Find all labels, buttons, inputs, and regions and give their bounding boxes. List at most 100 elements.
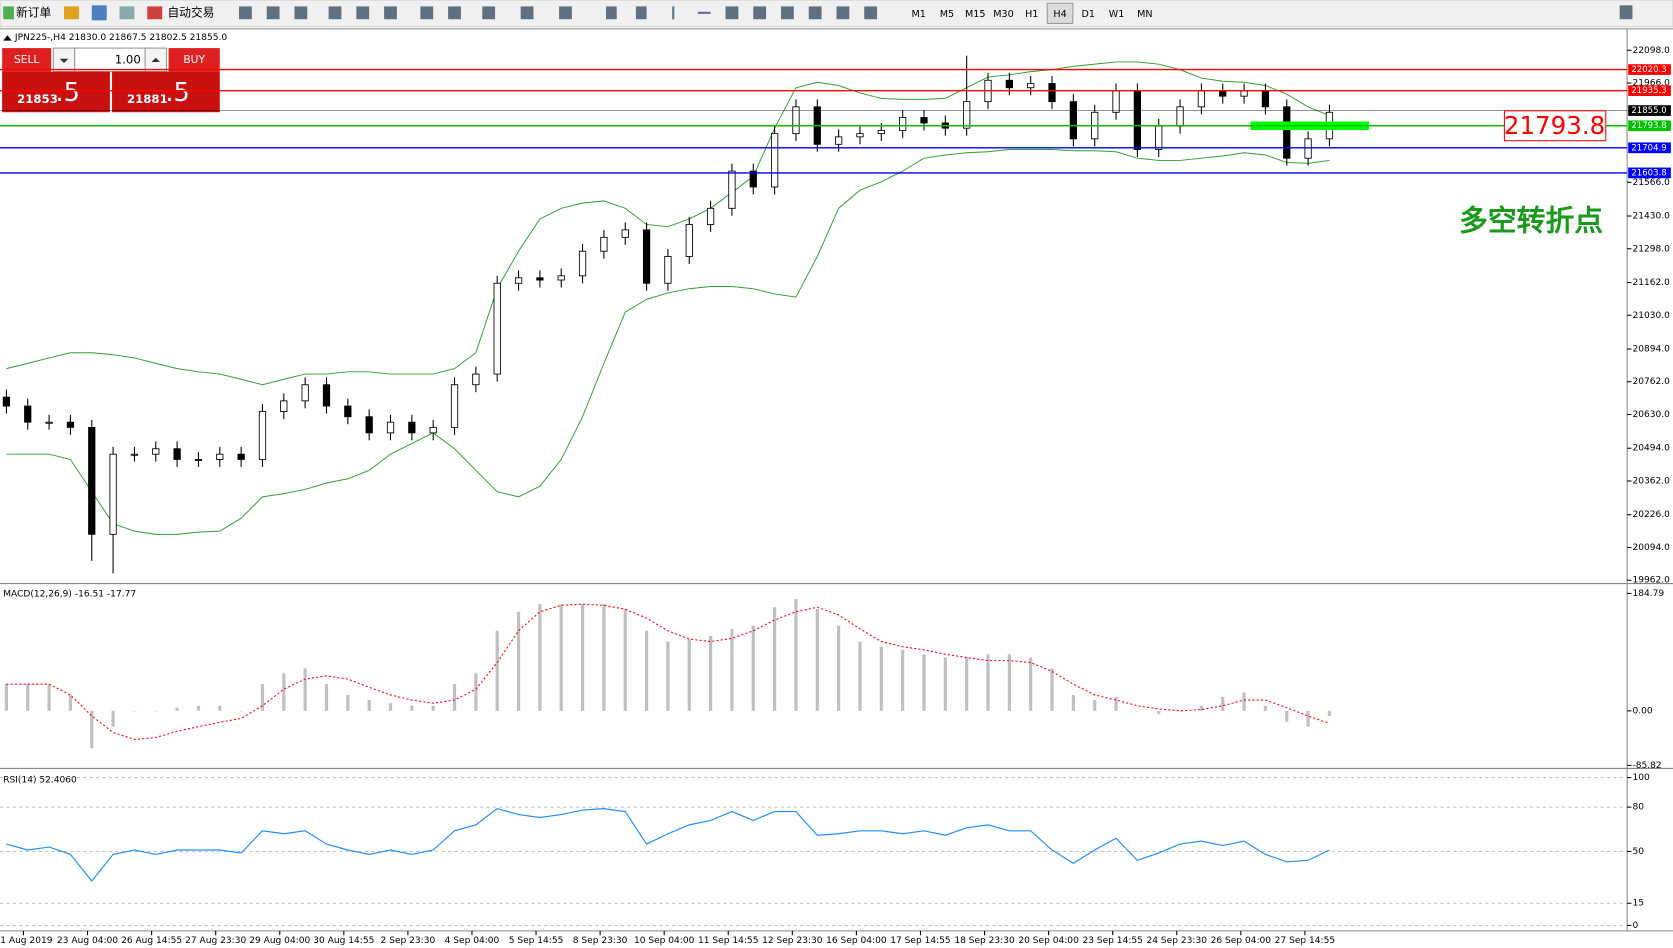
toolbar-icon[interactable]: [753, 6, 767, 20]
x-tick-label: 18 Sep 23:30: [954, 936, 1015, 946]
candle-body: [835, 136, 843, 145]
macd-bar: [730, 628, 734, 711]
macd-bar: [1327, 710, 1332, 716]
timeframe-button[interactable]: M5: [940, 9, 954, 20]
macd-bar: [1221, 696, 1225, 711]
buy-pips[interactable]: .5: [165, 78, 189, 108]
macd-bar: [708, 635, 713, 711]
toolbar-icon[interactable]: [328, 6, 342, 20]
candle-body: [258, 411, 267, 460]
macd-bar: [1199, 705, 1204, 711]
macd-bar: [367, 700, 371, 711]
timeframe-button[interactable]: MN: [1137, 9, 1152, 20]
buy-price-button[interactable]: [112, 71, 220, 113]
toolbar-icon[interactable]: [91, 5, 107, 21]
buy-label[interactable]: BUY: [183, 53, 205, 66]
macd-bar: [175, 707, 179, 711]
auto-trading-icon[interactable]: [147, 6, 163, 20]
macd-bar: [986, 654, 990, 711]
macd-bar: [794, 599, 798, 711]
toolbar-icon[interactable]: [559, 6, 572, 20]
sell-price[interactable]: 21853: [17, 92, 58, 106]
macd-bar: [1285, 710, 1289, 722]
candle-body: [1005, 79, 1013, 89]
toolbar-icon[interactable]: [64, 6, 79, 20]
one-click-trading-panel: SELL 1.00 BUY 21853 .5 21881 .5: [2, 47, 220, 113]
buy-button[interactable]: [168, 48, 220, 72]
x-tick-label: 26 Sep 04:00: [1211, 936, 1272, 946]
toolbar-icon[interactable]: [781, 6, 794, 20]
x-tick-label: 20 Sep 04:00: [1018, 936, 1079, 946]
macd-title: MACD(12,26,9) -16.51 -17.77: [3, 590, 136, 600]
x-tick-label: 26 Aug 14:55: [121, 936, 182, 946]
candle-body: [664, 256, 672, 284]
macd-bar: [388, 703, 393, 711]
y-tick-label: 21162.0: [1632, 278, 1670, 288]
macd-bar: [1093, 700, 1097, 711]
search-icon[interactable]: [1619, 5, 1633, 20]
timeframe-button[interactable]: H4: [1053, 9, 1066, 20]
sell-button[interactable]: [2, 48, 52, 72]
new-order-button[interactable]: 新订单: [16, 5, 51, 19]
macd-bar: [218, 705, 222, 711]
toolbar-icon[interactable]: [836, 6, 850, 20]
toolbar-icon[interactable]: [448, 6, 461, 20]
toolbar-icon[interactable]: [725, 6, 739, 20]
timeframe-button[interactable]: D1: [1082, 9, 1096, 20]
x-tick-label: 23 Aug 04:00: [57, 936, 118, 946]
macd-bar: [602, 604, 606, 711]
y-tick-label: 20494.0: [1632, 444, 1670, 454]
timeframe-button[interactable]: M30: [993, 9, 1014, 20]
candle-body: [899, 117, 907, 131]
candle-body: [1133, 90, 1142, 150]
sell-pips[interactable]: .5: [55, 78, 79, 108]
timeframe-button[interactable]: W1: [1109, 9, 1125, 20]
sell-price-button[interactable]: [2, 71, 110, 113]
timeframe-button[interactable]: H1: [1025, 9, 1038, 20]
candle-body: [1048, 83, 1056, 103]
toolbar-icon[interactable]: [864, 6, 878, 20]
toolbar-icon[interactable]: [384, 6, 397, 20]
toolbar-icon[interactable]: [266, 6, 280, 20]
candle-body: [1240, 90, 1248, 97]
toolbar-icon[interactable]: [239, 6, 252, 20]
toolbar-icon[interactable]: [808, 6, 822, 20]
toolbar-icon[interactable]: [294, 6, 308, 20]
auto-trading-button[interactable]: 自动交易: [168, 5, 215, 19]
toolbar-icon[interactable]: [606, 6, 617, 20]
timeframe-button[interactable]: M15: [965, 9, 986, 20]
timeframe-button[interactable]: M1: [911, 9, 925, 20]
toolbar-icon[interactable]: [635, 6, 647, 20]
x-tick-label: 21 Aug 2019: [0, 936, 53, 946]
new-order-icon[interactable]: [3, 6, 14, 20]
candle-body: [301, 384, 309, 402]
candle-body: [792, 106, 800, 135]
sell-label[interactable]: SELL: [14, 53, 39, 66]
candle-body: [173, 448, 181, 460]
candle-body: [109, 453, 117, 535]
macd-bar: [410, 705, 414, 711]
macd-bar: [26, 684, 30, 711]
macd-bar: [346, 694, 350, 711]
toolbar-icon[interactable]: [672, 6, 675, 20]
level-price-label: 21855.0: [1631, 106, 1666, 116]
toolbar-icon[interactable]: [420, 6, 434, 20]
y-tick-label: 21298.0: [1632, 244, 1670, 254]
macd-bar: [1263, 705, 1268, 711]
up-arrow: [151, 57, 161, 62]
toolbar-icon[interactable]: [356, 6, 370, 20]
macd-bar: [773, 607, 777, 711]
candle-body: [386, 421, 395, 434]
buy-price[interactable]: 21881: [127, 92, 168, 106]
toolbar-icon[interactable]: [482, 6, 496, 20]
macd-bar: [495, 630, 499, 711]
volume-value[interactable]: 1.00: [115, 52, 141, 66]
candle-body: [557, 275, 565, 281]
macd-bar: [90, 710, 94, 749]
toolbar-icon[interactable]: [520, 6, 534, 20]
candle-body: [1176, 106, 1184, 127]
candle-body: [1069, 101, 1077, 140]
toolbar-icon[interactable]: [697, 11, 711, 14]
toolbar-icon[interactable]: [119, 6, 135, 20]
